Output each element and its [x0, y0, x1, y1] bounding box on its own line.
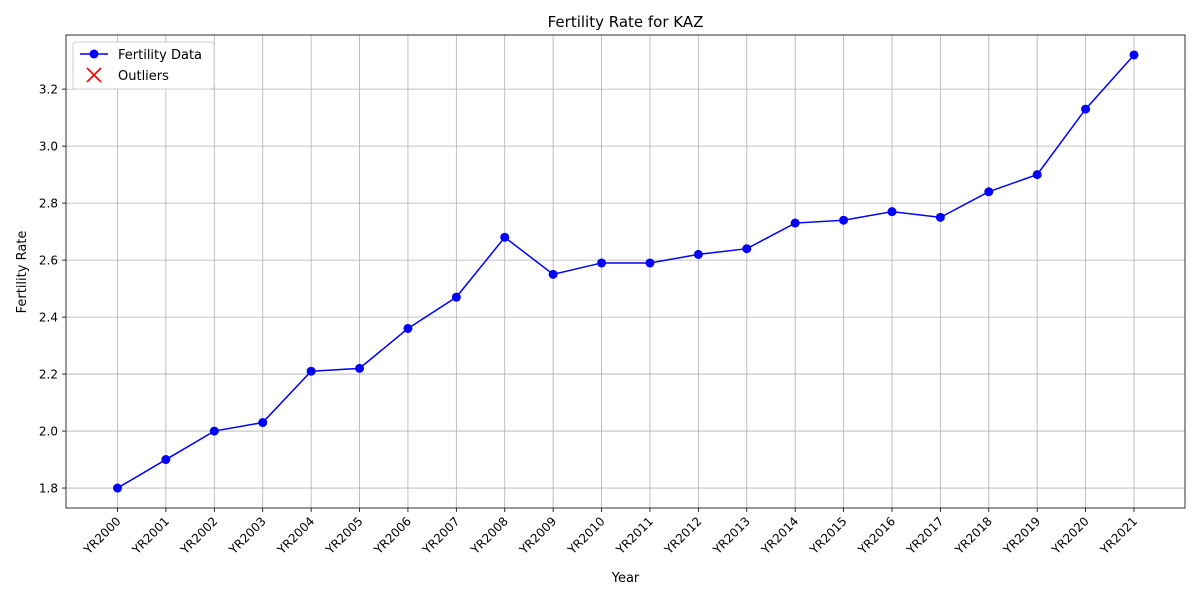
data-point	[500, 232, 510, 242]
x-tick-label: YR2006	[371, 514, 414, 557]
y-axis-label: Fertility Rate	[15, 231, 30, 314]
x-tick-label: YR2002	[177, 514, 220, 557]
plot-frame	[65, 34, 1186, 509]
x-tick-label: YR2004	[274, 514, 317, 557]
y-tick-label: 3.0	[39, 140, 58, 154]
legend-outlier-swatch	[86, 67, 102, 83]
legend-label-fertility: Fertility Data	[118, 48, 202, 63]
y-tick-label: 2.0	[39, 425, 58, 439]
data-point	[645, 258, 655, 268]
x-tick-label: YR2013	[710, 514, 753, 557]
data-point	[1032, 170, 1042, 180]
data-point	[790, 218, 800, 228]
x-tick-label: YR2016	[855, 514, 898, 557]
x-tick-label: YR2019	[1000, 514, 1043, 557]
x-tick-label: YR2018	[952, 514, 995, 557]
x-tick-label: YR2011	[613, 514, 656, 557]
data-point	[403, 323, 413, 333]
data-point	[1129, 50, 1139, 60]
data-point	[209, 426, 219, 436]
x-tick-label: YR2005	[322, 514, 365, 557]
y-tick-label: 2.6	[39, 254, 58, 268]
x-tick-label: YR2014	[758, 514, 801, 557]
data-point	[839, 215, 849, 225]
series-layer	[113, 50, 1139, 493]
data-point	[984, 187, 994, 197]
chart-title: Fertility Rate for KAZ	[548, 13, 704, 31]
data-point	[113, 483, 122, 493]
data-point	[597, 258, 607, 268]
y-tick-label: 2.4	[39, 311, 58, 325]
data-point	[258, 418, 268, 428]
y-tick-label: 2.2	[39, 368, 58, 382]
x-tick-label: YR2000	[80, 514, 123, 557]
x-tick-label: YR2008	[468, 514, 511, 557]
x-tick-label: YR2010	[564, 514, 607, 557]
x-tick-label: YR2015	[806, 514, 849, 557]
data-point	[306, 366, 316, 376]
data-point	[742, 244, 752, 254]
grid-lines	[66, 35, 1185, 508]
data-point	[693, 249, 703, 259]
data-point	[161, 455, 171, 465]
axes: YR2000 YR2001 YR2002 YR2003 YR2004 YR2005 YR20…	[39, 34, 1186, 558]
x-tick-label: YR2007	[419, 514, 462, 557]
legend-frame	[72, 41, 215, 90]
data-point	[887, 207, 897, 217]
data-point	[548, 269, 558, 279]
data-point	[355, 363, 365, 373]
x-axis-label: Year	[611, 571, 640, 586]
y-tick-label: 1.8	[39, 482, 58, 496]
legend: Fertility Data Outliers	[72, 41, 215, 90]
data-point	[1081, 104, 1091, 114]
legend-marker-swatch	[89, 49, 99, 59]
x-tick-label: YR2017	[903, 514, 946, 557]
y-tick-label: 2.8	[39, 197, 58, 211]
x-tick-label: YR2001	[129, 514, 172, 557]
y-tick-label: 3.2	[39, 83, 58, 97]
x-tick-label: YR2020	[1048, 514, 1091, 557]
x-tick-label: YR2009	[516, 514, 559, 557]
x-tick-label: YR2003	[226, 514, 269, 557]
x-tick-label: YR2012	[661, 514, 704, 557]
legend-label-outliers: Outliers	[118, 69, 169, 84]
x-tick-label: YR2021	[1097, 514, 1140, 557]
series-line-fertility	[117, 54, 1135, 489]
data-point	[935, 212, 945, 222]
data-point	[451, 292, 461, 302]
